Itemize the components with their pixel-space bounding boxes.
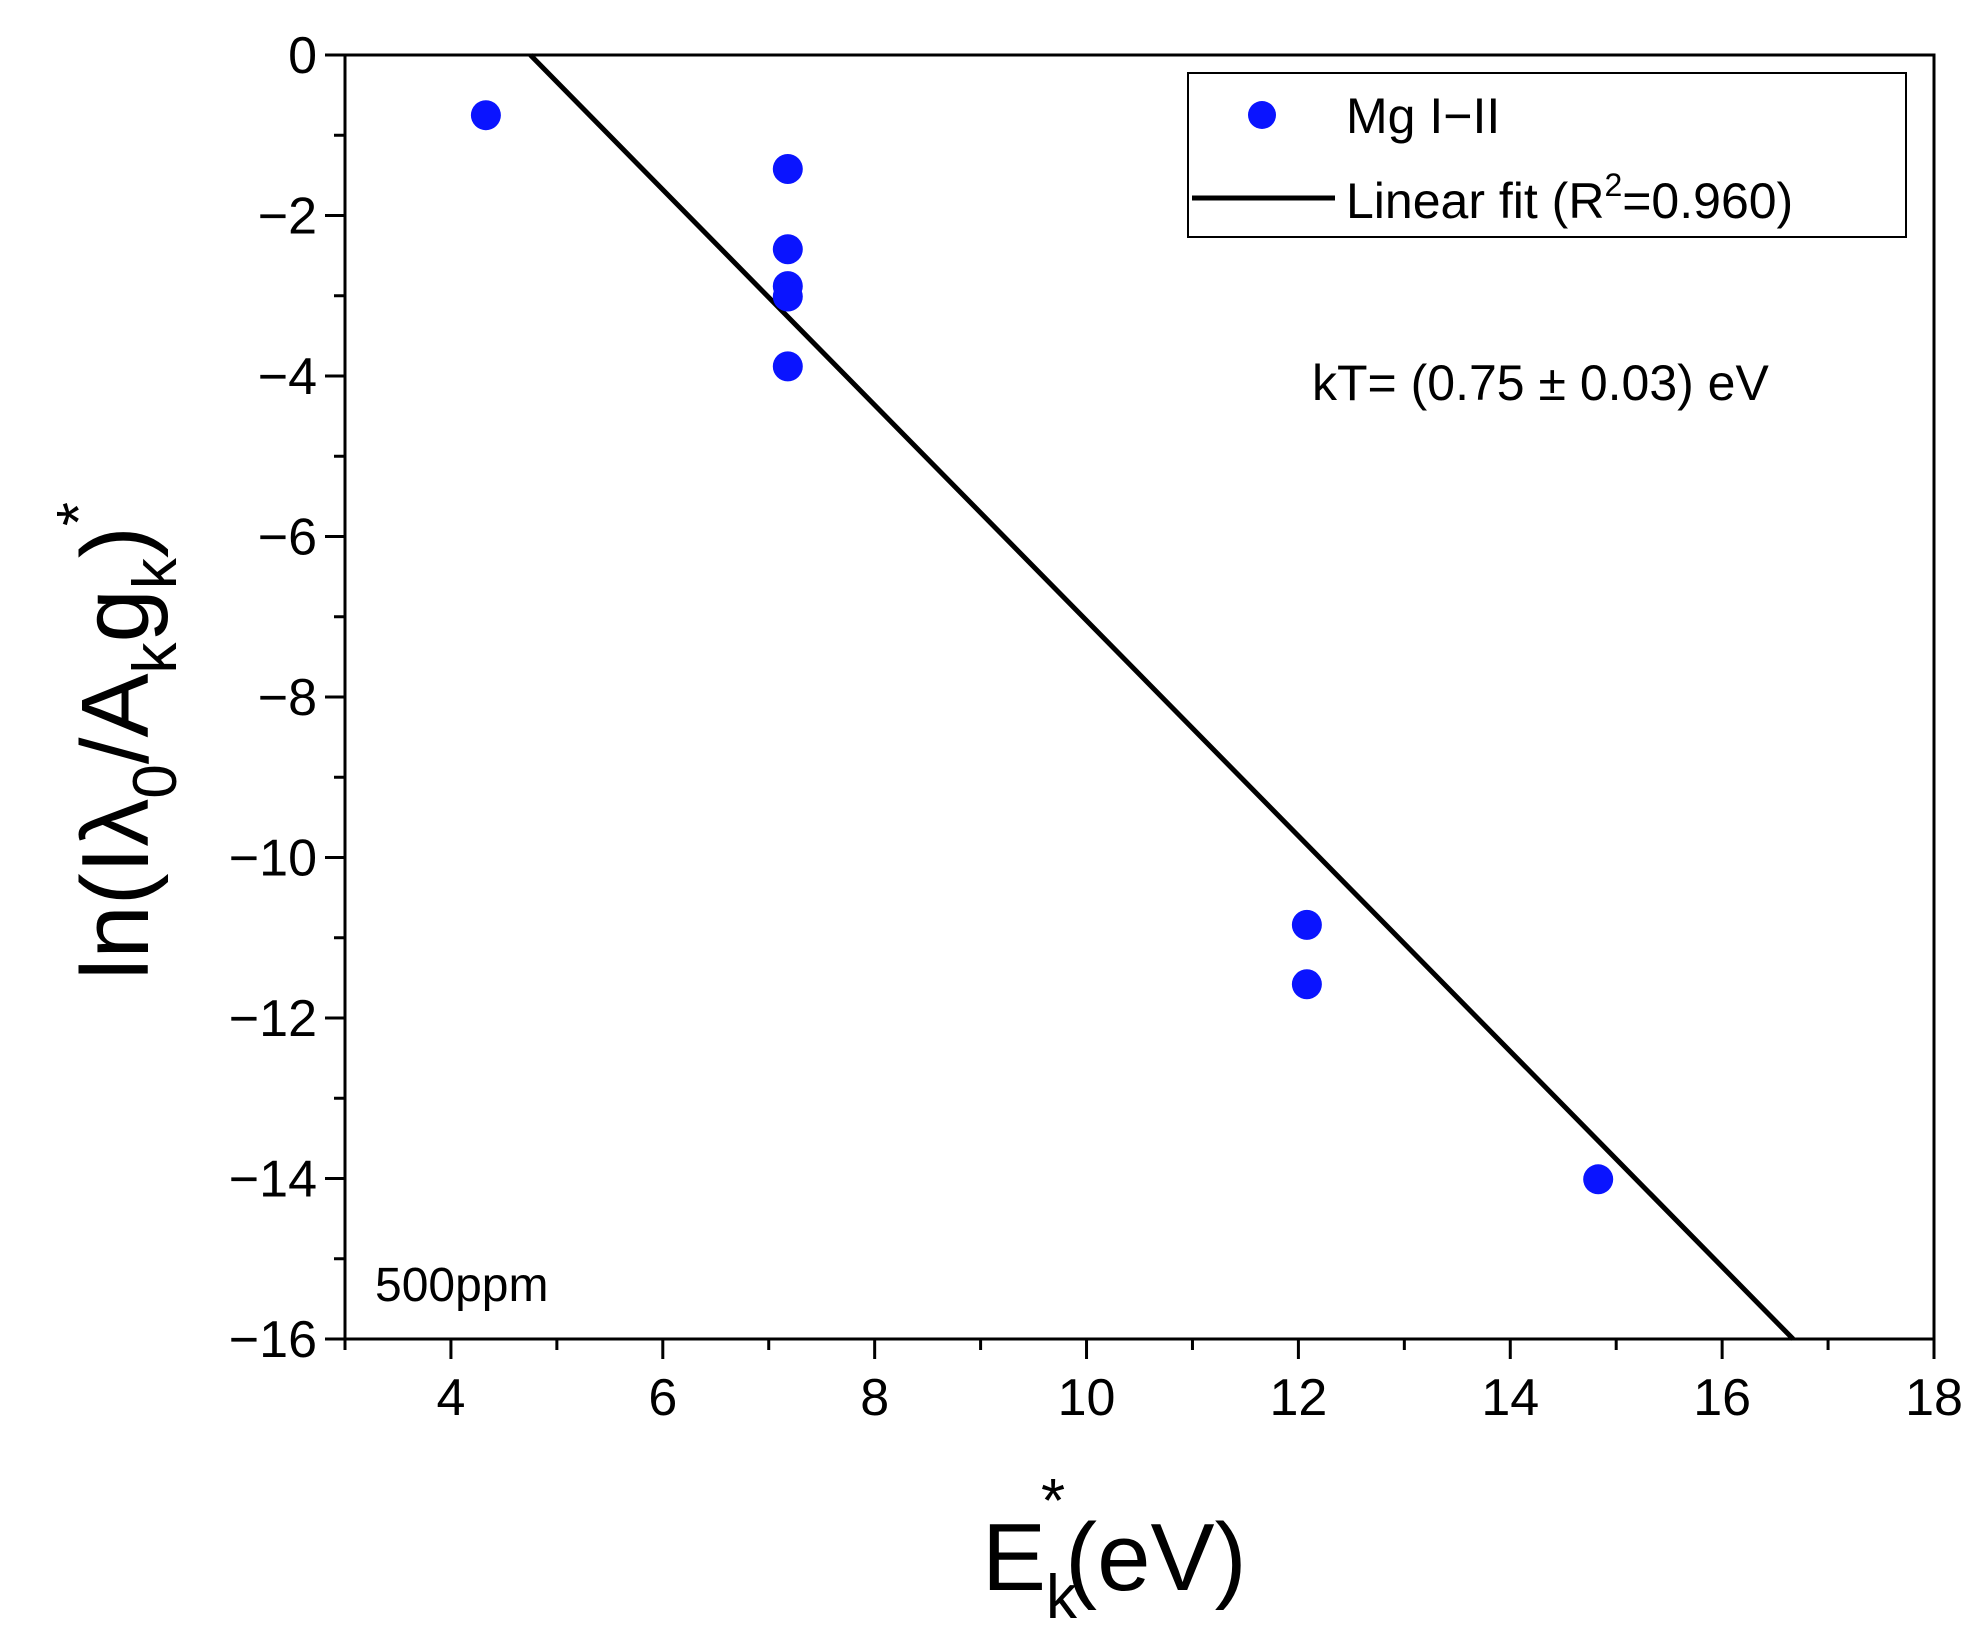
linear-fit-series [528, 53, 1795, 1341]
y-tick-label: −2 [258, 188, 317, 246]
y-tick-label: −4 [258, 348, 317, 406]
legend-fit-sup: 2 [1604, 167, 1622, 203]
legend: Mg I−II Linear fit (R2=0.960) [1187, 72, 1907, 238]
legend-fit-post: =0.960) [1622, 173, 1793, 229]
data-point [1291, 909, 1322, 940]
linear-fit-line [528, 53, 1795, 1341]
y-axis-title: ln(Iλ0/Akgk)* [45, 502, 190, 980]
data-point [772, 281, 803, 312]
x-tick-label: 6 [648, 1369, 677, 1427]
y-tick-label: 0 [288, 27, 317, 85]
y-axis-tick-labels: 0 −2 −4 −6 −8 −10 −12 −14 −16 [229, 27, 317, 1369]
x-axis-tick-labels: 4 6 8 10 12 14 16 18 [436, 1369, 1962, 1427]
x-tick-label: 14 [1481, 1369, 1539, 1427]
data-point [772, 351, 803, 382]
x-title-rest: (eV) [1065, 1504, 1246, 1611]
concentration-label: 500ppm [375, 1259, 548, 1312]
plot-area-frame [343, 53, 1936, 1341]
y-title-sup: * [45, 502, 114, 526]
y-title-lambda: λ [62, 799, 169, 847]
data-point [1583, 1164, 1614, 1195]
y-title-subk2: k [121, 557, 190, 589]
x-title-main: E [982, 1504, 1046, 1611]
y-tick-label: −14 [229, 1151, 317, 1209]
mg-series-points [470, 100, 1614, 1195]
y-title-p3: g [62, 589, 169, 642]
data-point [772, 153, 803, 184]
y-title-sub0: 0 [121, 764, 190, 798]
x-tick-label: 10 [1058, 1369, 1116, 1427]
data-point [470, 100, 501, 131]
x-tick-label: 16 [1693, 1369, 1751, 1427]
x-axis-ticks [343, 1339, 1936, 1359]
y-axis-ticks [325, 53, 345, 1341]
kt-annotation: kT= (0.75 ± 0.03) eV [1312, 355, 1769, 411]
y-title-p4: ) [62, 526, 169, 558]
legend-marker-scatter [1248, 101, 1276, 129]
x-title-sub: k [1046, 1563, 1078, 1632]
legend-box [1187, 72, 1907, 238]
y-title-p1: ln(I [62, 847, 169, 980]
y-tick-label: −10 [229, 830, 317, 888]
y-tick-label: −16 [229, 1311, 317, 1369]
y-title-subk1: k [121, 641, 190, 673]
x-title-sup: * [1041, 1467, 1065, 1536]
x-tick-label: 18 [1905, 1369, 1963, 1427]
y-tick-label: −6 [258, 509, 317, 567]
x-tick-label: 12 [1269, 1369, 1327, 1427]
x-tick-label: 4 [436, 1369, 465, 1427]
data-point [1291, 969, 1322, 1000]
y-title-p2: /A [62, 673, 169, 764]
data-point [772, 234, 803, 265]
x-axis-title: Ek *(eV) [982, 1467, 1247, 1632]
y-tick-label: −12 [229, 990, 317, 1048]
legend-label-scatter: Mg I−II [1346, 88, 1500, 144]
y-tick-label: −8 [258, 669, 317, 727]
legend-fit-pre: Linear fit (R [1346, 173, 1604, 229]
legend-label-fit: Linear fit (R2=0.960) [1346, 167, 1793, 229]
x-tick-label: 8 [860, 1369, 889, 1427]
